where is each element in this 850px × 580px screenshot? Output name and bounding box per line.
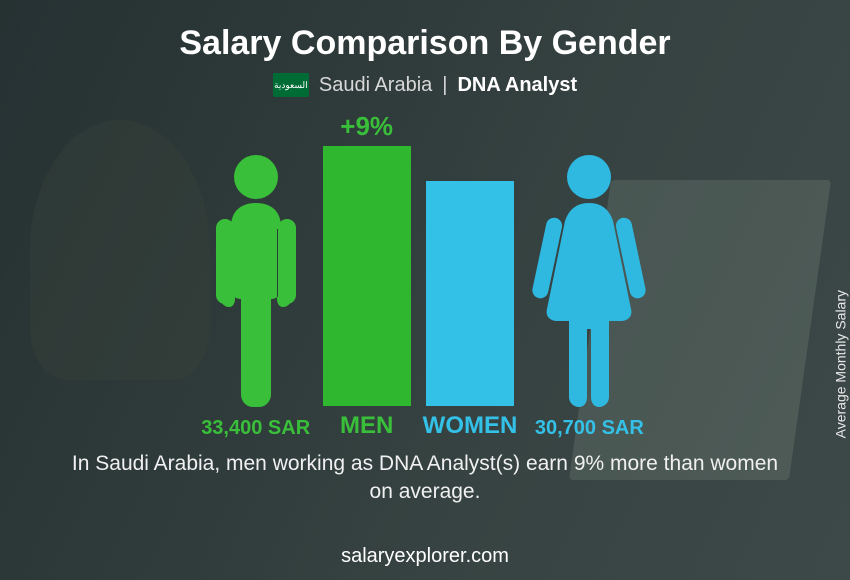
job-title: DNA Analyst (457, 74, 577, 97)
male-person-icon (201, 149, 311, 409)
male-bar-column: +9% MEN (323, 111, 411, 440)
main-container: Salary Comparison By Gender السعودية Sau… (0, 0, 850, 580)
site-footer: salaryexplorer.com (0, 545, 850, 568)
divider: | (442, 74, 447, 97)
female-person-icon (529, 149, 649, 409)
female-bar (426, 181, 514, 406)
male-label: MEN (340, 412, 393, 440)
country-name: Saudi Arabia (319, 74, 432, 97)
female-salary-value: 30,700 SAR (535, 417, 644, 440)
male-bar (323, 146, 411, 406)
page-title: Salary Comparison By Gender (30, 24, 820, 63)
comparison-chart: 33,400 SAR +9% MEN WOMEN 30,700 SAR (0, 100, 850, 440)
difference-label: +9% (340, 111, 393, 142)
male-salary-value: 33,400 SAR (201, 417, 310, 440)
female-bar-column: WOMEN (423, 181, 518, 440)
subtitle-line: السعودية Saudi Arabia | DNA Analyst (30, 73, 820, 97)
female-figure-column: 30,700 SAR (529, 149, 649, 440)
female-label: WOMEN (423, 412, 518, 440)
male-figure-column: 33,400 SAR (201, 149, 311, 440)
y-axis-label: Average Monthly Salary (832, 290, 848, 438)
flag-icon: السعودية (273, 73, 309, 97)
caption-text: In Saudi Arabia, men working as DNA Anal… (60, 450, 790, 507)
